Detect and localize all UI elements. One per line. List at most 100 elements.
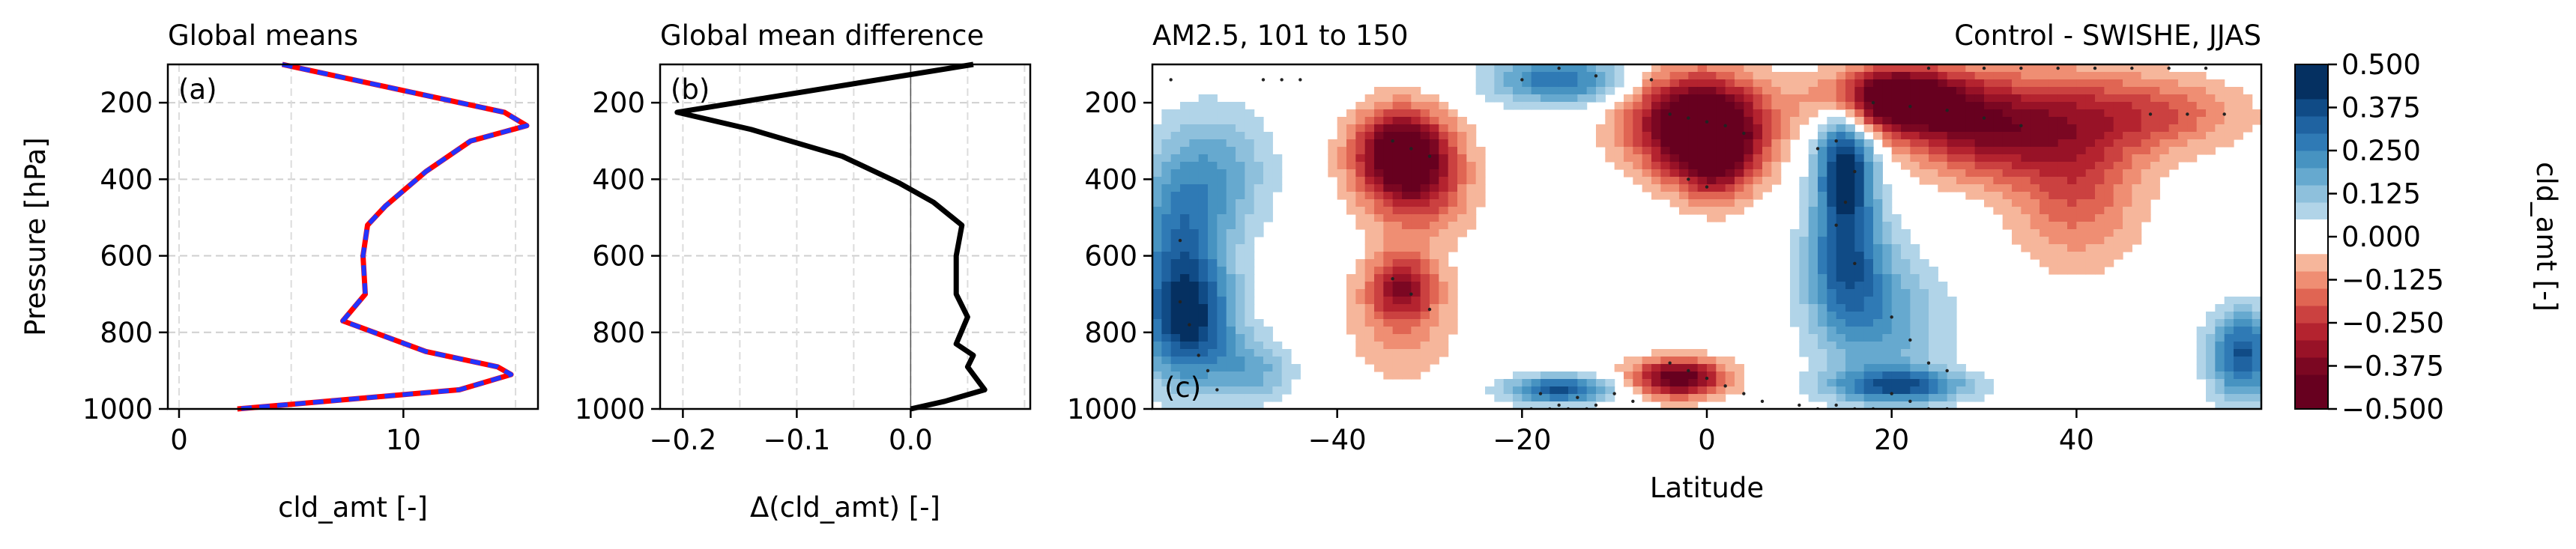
contour-cell: [1364, 342, 1375, 350]
contour-cell: [1901, 304, 1911, 312]
contour-cell: [2021, 79, 2031, 88]
contour-cell: [2002, 147, 2013, 155]
contour-cell: [1466, 207, 1477, 215]
contour-cell: [1984, 199, 1994, 207]
contour-cell: [1910, 394, 1920, 402]
contour-cell: [1586, 386, 1597, 395]
contour-cell: [1974, 102, 1985, 110]
contour-cell: [1226, 109, 1236, 118]
contour-cell: [2243, 117, 2253, 125]
contour-cell: [1208, 109, 1218, 118]
contour-cell: [1882, 282, 1893, 290]
significance-dot: [1409, 147, 1413, 151]
contour-cell: [1170, 401, 1181, 409]
contour-cell: [1198, 192, 1209, 200]
contour-cell: [1660, 371, 1671, 380]
contour-cell: [1374, 177, 1384, 185]
contour-cell: [1790, 252, 1800, 260]
contour-cell: [1679, 79, 1689, 88]
contour-cell: [1919, 147, 1929, 155]
contour-cell: [1568, 379, 1578, 387]
contour-cell: [2085, 79, 2096, 88]
contour-cell: [1947, 117, 1957, 125]
contour-cell: [1272, 364, 1283, 372]
contour-cell: [1780, 117, 1791, 125]
contour-cell: [1725, 162, 1735, 170]
contour-cell: [1707, 364, 1717, 372]
contour-cell: [1938, 394, 1948, 402]
significance-dot: [1982, 116, 1986, 120]
contour-cell: [1430, 132, 1439, 140]
contour-cell: [1965, 79, 1976, 88]
contour-cell: [1974, 192, 1985, 200]
contour-cell: [1938, 154, 1948, 163]
contour-cell: [2085, 252, 2096, 260]
contour-cell: [2021, 139, 2031, 148]
contour-cell: [1152, 192, 1162, 200]
contour-cell: [1392, 364, 1403, 372]
contour-cell: [1152, 312, 1162, 320]
contour-cell: [2123, 192, 2132, 200]
colorbar-block: [2295, 340, 2328, 358]
contour-cell: [1180, 252, 1190, 260]
contour-cell: [1272, 177, 1283, 185]
contour-cell: [1513, 64, 1523, 73]
contour-cell: [2206, 87, 2216, 95]
contour-cell: [2076, 132, 2087, 140]
contour-cell: [1799, 371, 1809, 380]
contour-cell: [1152, 371, 1162, 380]
contour-cell: [1901, 319, 1911, 327]
contour-cell: [1744, 147, 1754, 155]
significance-dot: [1890, 315, 1893, 319]
contour-cell: [1180, 184, 1190, 192]
contour-cell: [1901, 147, 1911, 155]
contour-cell: [2076, 162, 2087, 170]
contour-cell: [1910, 132, 1920, 140]
contour-cell: [1475, 184, 1486, 192]
contour-cell: [1744, 184, 1754, 192]
contour-cell: [1170, 177, 1181, 185]
colorbar-block: [2295, 254, 2328, 272]
contour-cell: [1189, 192, 1200, 200]
contour-cell: [2049, 109, 2059, 118]
contour-cell: [1236, 214, 1245, 222]
contour-cell: [1873, 79, 1883, 88]
contour-cell: [1863, 72, 1874, 80]
contour-cell: [1217, 237, 1227, 245]
x-tick-label: 0: [1698, 424, 1716, 456]
contour-cell: [2234, 401, 2243, 409]
contour-cell: [1633, 162, 1643, 170]
contour-cell: [1854, 222, 1865, 230]
contour-cell: [1919, 154, 1929, 163]
contour-cell: [1725, 357, 1735, 365]
contour-cell: [1947, 357, 1957, 365]
contour-cell: [2132, 154, 2142, 163]
contour-cell: [1882, 117, 1893, 125]
colorbar-block: [2295, 99, 2328, 117]
contour-cell: [1707, 207, 1717, 215]
contour-cell: [1873, 327, 1883, 335]
contour-cell: [2030, 117, 2040, 125]
contour-cell: [1845, 252, 1855, 260]
contour-cell: [2058, 222, 2068, 230]
contour-cell: [1818, 222, 1827, 230]
contour-cell: [1836, 169, 1846, 178]
contour-cell: [2021, 72, 2031, 80]
contour-cell: [1236, 109, 1245, 118]
contour-cell: [1697, 207, 1708, 215]
contour-cell: [1170, 312, 1181, 320]
contour-cell: [1818, 229, 1827, 237]
contour-cell: [1845, 222, 1855, 230]
contour-cell: [1929, 297, 1938, 305]
contour-cell: [1901, 357, 1911, 365]
contour-cell: [1845, 371, 1855, 380]
contour-cell: [1974, 124, 1985, 133]
contour-cell: [1161, 199, 1172, 207]
contour-cell: [1236, 222, 1245, 230]
contour-cell: [2040, 222, 2049, 230]
contour-cell: [1938, 169, 1948, 178]
contour-cell: [2178, 79, 2188, 88]
contour-cell: [1929, 319, 1938, 327]
contour-cell: [1910, 357, 1920, 365]
contour-cell: [1882, 109, 1893, 118]
